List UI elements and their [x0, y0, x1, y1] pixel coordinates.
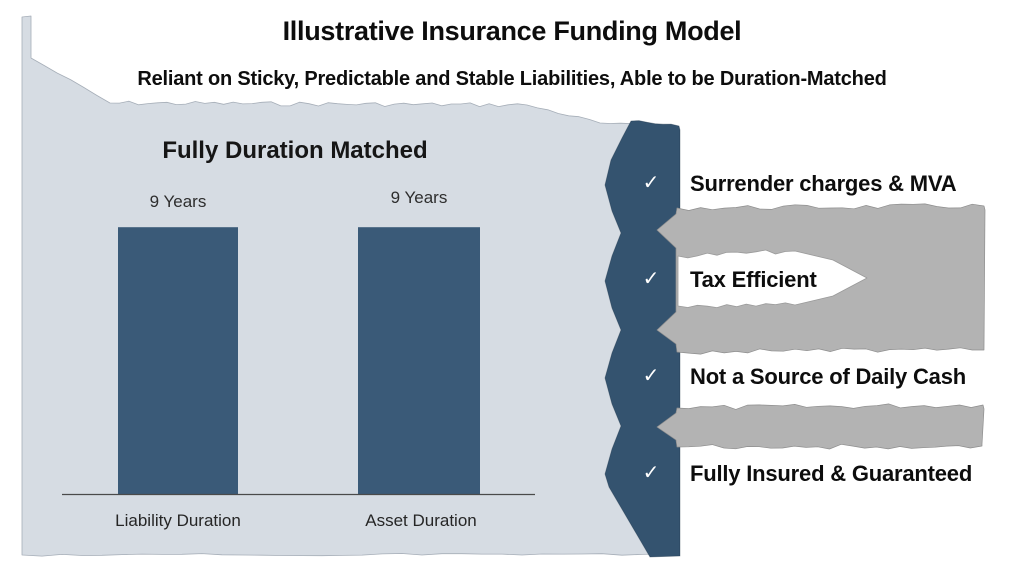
check-icon: ✓ — [642, 268, 660, 290]
check-icon: ✓ — [642, 172, 660, 194]
chart-title: Fully Duration Matched — [162, 137, 428, 164]
bar-value-label-asset: 9 Years — [390, 188, 448, 207]
checklist-item-not-daily-cash: Not a Source of Daily Cash — [690, 364, 966, 389]
bar-liability-duration — [118, 227, 238, 495]
checklist-item-surrender-charges: Surrender charges & MVA — [690, 171, 957, 196]
slide-title: Illustrative Insurance Funding Model — [282, 16, 742, 46]
checklist-item-fully-insured: Fully Insured & Guaranteed — [690, 461, 973, 486]
check-icon: ✓ — [642, 462, 660, 484]
bar-value-label-liability: 9 Years — [149, 192, 207, 211]
checklist-item-tax-efficient: Tax Efficient — [690, 267, 817, 292]
category-label-liability: Liability Duration — [115, 511, 241, 530]
bar-asset-duration — [358, 227, 480, 495]
category-label-asset: Asset Duration — [365, 511, 477, 530]
check-icon: ✓ — [642, 365, 660, 387]
torn-white-arrow — [677, 249, 868, 309]
torn-gray-band-lower — [656, 403, 985, 450]
slide-subtitle: Reliant on Sticky, Predictable and Stabl… — [137, 68, 887, 90]
